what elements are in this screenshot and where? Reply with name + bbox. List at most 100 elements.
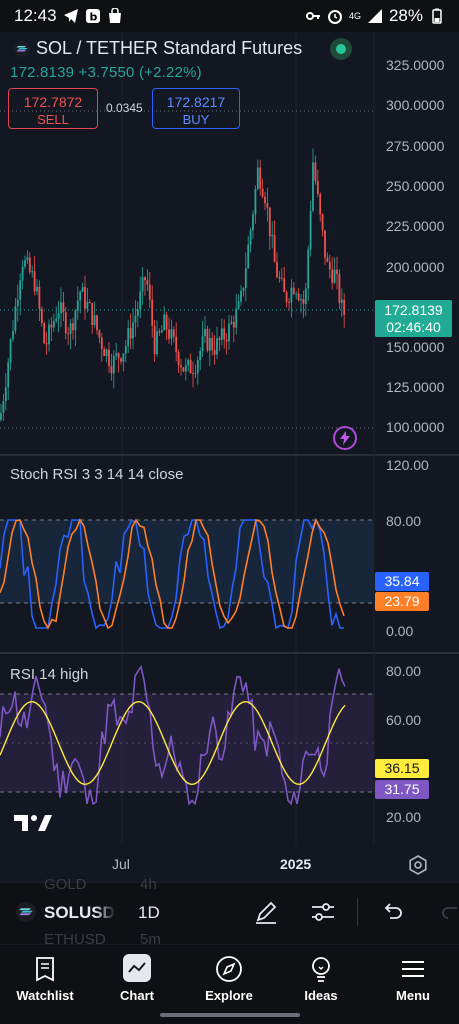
redo-icon[interactable] xyxy=(438,898,459,926)
chart-icon xyxy=(128,962,146,973)
candle-body xyxy=(153,325,156,355)
clock: 12:43 xyxy=(14,6,57,25)
candle-body xyxy=(76,300,79,311)
chart-area[interactable] xyxy=(0,32,459,882)
buy-price: 172.8217 xyxy=(166,94,226,110)
candle-body xyxy=(7,362,10,388)
candle-body xyxy=(151,299,154,326)
rsi-ma-line xyxy=(0,700,346,786)
candle-body xyxy=(2,401,5,413)
nav-ideas[interactable]: Ideas xyxy=(276,948,366,1003)
toolbar-divider xyxy=(357,898,358,926)
lightning-icon[interactable] xyxy=(333,426,357,450)
last-price: 172.8139 xyxy=(10,64,75,81)
candle-body xyxy=(343,299,346,315)
candle-body xyxy=(43,323,46,344)
candle-body xyxy=(297,293,300,301)
sell-button[interactable]: 172.7872 SELL xyxy=(8,88,98,129)
candle-body xyxy=(115,353,118,356)
drawing-pen-icon[interactable] xyxy=(252,898,280,926)
candle-body xyxy=(84,287,86,309)
network-label: 4G xyxy=(348,10,361,21)
candle-body xyxy=(206,329,209,351)
candle-body xyxy=(45,343,48,345)
candle-body xyxy=(40,308,43,324)
telegram-icon xyxy=(63,9,78,23)
candle-body xyxy=(0,412,2,420)
timeframe-selector[interactable]: 1D xyxy=(138,903,160,922)
candle-body xyxy=(187,359,190,366)
alarm-icon xyxy=(327,10,342,24)
ghost-symbol-above: GOLD xyxy=(44,876,87,893)
nav-menu[interactable]: Menu xyxy=(368,948,458,1003)
candle-body xyxy=(117,353,120,359)
stoch-rsi-title[interactable]: Stoch RSI 3 3 14 14 close xyxy=(10,466,184,483)
stoch-d-tag: 23.79 xyxy=(375,592,429,611)
battery-percent: 28% xyxy=(388,6,423,25)
price-axis-label: 250.0000 xyxy=(386,178,445,194)
undo-icon[interactable] xyxy=(378,898,406,926)
price-chart[interactable] xyxy=(0,32,459,882)
candle-body xyxy=(19,280,22,300)
nav-label: Watchlist xyxy=(16,988,74,1003)
solana-logo-icon xyxy=(14,40,30,57)
candle-body xyxy=(237,301,240,309)
candle-body xyxy=(252,214,254,231)
candle-body xyxy=(52,321,55,328)
sell-price: 172.7872 xyxy=(23,94,83,110)
candle-body xyxy=(24,260,26,267)
stoch-axis-label: 0.00 xyxy=(386,623,414,639)
symbol-selector[interactable]: SOLUSDT xyxy=(44,903,116,922)
candle-body xyxy=(321,214,324,231)
candle-body xyxy=(134,315,137,323)
price-axis-label: 125.0000 xyxy=(386,379,445,395)
price-change: +3.7550 xyxy=(78,64,135,81)
candle-body xyxy=(338,274,341,303)
candle-body xyxy=(165,314,168,330)
nav-chart[interactable]: Chart xyxy=(92,948,182,1003)
indicators-icon[interactable] xyxy=(309,898,337,926)
candle-body xyxy=(120,358,122,362)
candle-body xyxy=(177,352,180,366)
candle-body xyxy=(211,337,214,351)
candle-body xyxy=(55,318,58,322)
shopping-bag-icon xyxy=(108,8,121,23)
candle-body xyxy=(199,350,202,361)
candle-body xyxy=(108,349,110,367)
ghost-timeframe-above: 4h xyxy=(140,876,157,893)
candlesticks xyxy=(0,148,346,422)
candle-body xyxy=(170,329,173,339)
rsi-title[interactable]: RSI 14 high xyxy=(10,666,89,683)
candle-countdown: 02:46:40 xyxy=(386,319,441,335)
candle-body xyxy=(88,302,91,304)
candle-body xyxy=(189,359,192,374)
nav-explore[interactable]: Explore xyxy=(184,948,274,1003)
nav-watchlist[interactable]: Watchlist xyxy=(0,948,90,1003)
candle-body xyxy=(184,365,187,372)
candle-body xyxy=(127,328,130,347)
candle-body xyxy=(232,321,235,328)
candle-body xyxy=(201,336,204,351)
candle-body xyxy=(208,337,211,351)
candle-body xyxy=(314,162,317,181)
candle-body xyxy=(139,291,142,310)
price-axis-label: 200.0000 xyxy=(386,259,445,275)
candle-body xyxy=(312,162,314,211)
chart-settings-icon[interactable] xyxy=(408,855,428,875)
ghost-symbol-below: ETHUSD xyxy=(44,931,106,948)
candle-body xyxy=(146,279,149,285)
candle-body xyxy=(307,249,310,289)
stoch-axis-label: 80.00 xyxy=(386,513,422,529)
bottom-toolbar xyxy=(0,882,459,944)
candle-body xyxy=(79,291,82,301)
candle-body xyxy=(91,303,94,326)
candle-body xyxy=(86,302,89,309)
candle-body xyxy=(264,196,266,204)
candle-body xyxy=(285,292,288,302)
symbol-title-row[interactable]: SOL / TETHER Standard Futures xyxy=(14,38,302,59)
candle-body xyxy=(21,266,24,281)
market-open-indicator xyxy=(330,38,352,60)
candle-body xyxy=(324,230,326,258)
buy-button[interactable]: 172.8217 BUY xyxy=(152,88,240,129)
home-indicator[interactable] xyxy=(160,1013,300,1017)
